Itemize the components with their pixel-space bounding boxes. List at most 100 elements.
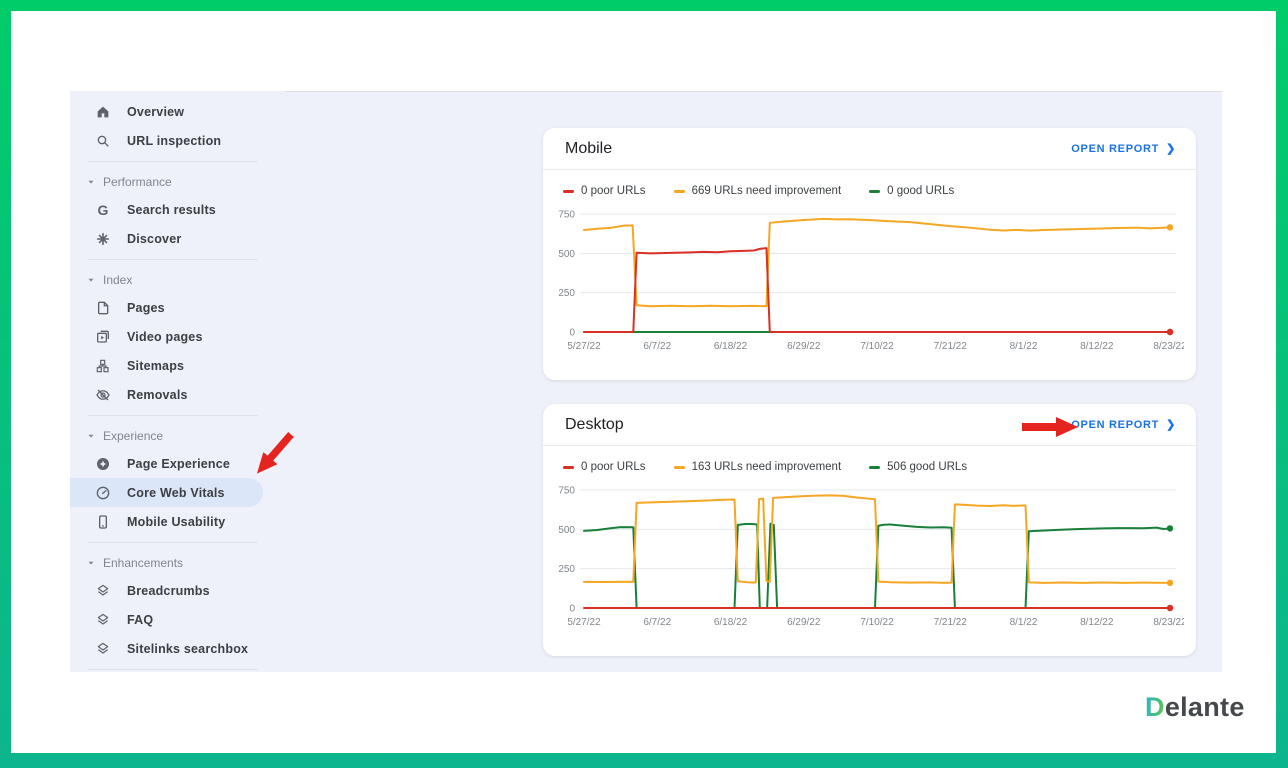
svg-text:8/23/22: 8/23/22 <box>1153 341 1184 352</box>
sitemaps-icon <box>95 358 111 374</box>
discover-icon <box>95 231 111 247</box>
removals-icon <box>95 387 111 403</box>
legend-item-0-poor-urls[interactable]: 0 poor URLs <box>563 185 646 197</box>
open-report-label: OPEN REPORT <box>1071 418 1160 431</box>
legend-label: 0 good URLs <box>887 185 955 197</box>
mobile-legend: 0 poor URLs 669 URLs need improvement 0 go… <box>563 183 1196 199</box>
svg-text:7/21/22: 7/21/22 <box>934 341 968 352</box>
sidebar-section-index[interactable]: Index <box>70 266 285 293</box>
chevron-down-icon <box>86 275 96 285</box>
sidebar-section-enhancements[interactable]: Enhancements <box>70 549 285 576</box>
sidebar-item-search-results[interactable]: G Search results <box>70 195 285 224</box>
desktop-legend: 0 poor URLs 163 URLs need improvement 506 … <box>563 459 1196 475</box>
delante-logo-d: D <box>1145 692 1165 722</box>
sidebar-section-label: Index <box>103 272 133 287</box>
chevron-down-icon <box>86 558 96 568</box>
sidebar-item-video-pages[interactable]: Video pages <box>70 322 285 351</box>
sidebar-item-sitemaps[interactable]: Sitemaps <box>70 351 285 380</box>
home-icon <box>95 104 111 120</box>
sidebar-item-label: Core Web Vitals <box>127 485 225 500</box>
legend-label: 0 poor URLs <box>581 185 646 197</box>
legend-item-506-good-urls[interactable]: 506 good URLs <box>869 461 967 473</box>
legend-item-0-poor-urls[interactable]: 0 poor URLs <box>563 461 646 473</box>
core-web-vitals-icon <box>95 485 111 501</box>
svg-text:250: 250 <box>558 288 575 299</box>
mobile-usability-icon <box>95 514 111 530</box>
chevron-down-icon <box>86 431 96 441</box>
svg-text:8/23/22: 8/23/22 <box>1153 617 1184 628</box>
delante-logo: Delante <box>1145 692 1245 723</box>
desktop-card-header: Desktop OPEN REPORT ❯ <box>543 404 1196 446</box>
enhancement-icon <box>95 583 111 599</box>
sidebar-item-mobile-usability[interactable]: Mobile Usability <box>70 507 285 536</box>
search-console-screenshot: Overview URL inspection Performance G Search… <box>70 91 1222 672</box>
legend-dash-icon <box>673 465 685 469</box>
sidebar-section-performance[interactable]: Performance <box>70 168 285 195</box>
sidebar-item-core-web-vitals[interactable]: Core Web Vitals <box>70 478 263 507</box>
svg-text:750: 750 <box>558 210 575 221</box>
sidebar-divider <box>70 155 285 168</box>
sidebar-item-overview[interactable]: Overview <box>70 97 285 126</box>
open-report-label: OPEN REPORT <box>1071 142 1160 155</box>
sidebar-item-removals[interactable]: Removals <box>70 380 285 409</box>
sidebar-section-label: Enhancements <box>103 555 184 570</box>
delante-logo-text: elante <box>1164 692 1245 722</box>
legend-label: 669 URLs need improvement <box>691 185 842 197</box>
svg-text:0: 0 <box>569 604 575 615</box>
chevron-right-icon: ❯ <box>1166 143 1176 155</box>
legend-dash-icon <box>869 189 881 193</box>
sidebar-section-label: Performance <box>103 174 172 189</box>
sidebar-item-breadcrumbs[interactable]: Breadcrumbs <box>70 576 285 605</box>
sidebar-item-label: Sitemaps <box>127 358 185 373</box>
svg-text:6/7/22: 6/7/22 <box>643 341 671 352</box>
legend-item-163-urls-need-improvement[interactable]: 163 URLs need improvement <box>673 461 841 473</box>
sidebar-section-experience[interactable]: Experience <box>70 422 285 449</box>
open-report-link-mobile[interactable]: OPEN REPORT ❯ <box>1071 142 1176 156</box>
svg-text:8/12/22: 8/12/22 <box>1080 341 1114 352</box>
svg-text:6/7/22: 6/7/22 <box>643 617 671 628</box>
svg-text:750: 750 <box>558 486 575 497</box>
sidebar-item-label: Removals <box>127 387 188 402</box>
legend-dash-icon <box>869 465 881 469</box>
sidebar-item-page-experience[interactable]: Page Experience <box>70 449 285 478</box>
svg-text:8/1/22: 8/1/22 <box>1010 617 1038 628</box>
annotation-arrow-open-report <box>1022 416 1078 438</box>
svg-text:5/27/22: 5/27/22 <box>567 617 601 628</box>
legend-dash-icon <box>563 189 574 193</box>
sidebar-item-label: Video pages <box>127 329 203 344</box>
legend-item-669-urls-need-improvement[interactable]: 669 URLs need improvement <box>673 185 842 197</box>
sidebar-divider <box>70 536 285 549</box>
svg-text:500: 500 <box>558 249 575 260</box>
legend-dash-icon <box>673 189 685 193</box>
mobile-card: Mobile OPEN REPORT ❯ 0 poor URLs 669 URLs… <box>543 128 1196 380</box>
svg-text:5/27/22: 5/27/22 <box>567 341 601 352</box>
sidebar-item-faq[interactable]: FAQ <box>70 605 285 634</box>
chevron-down-icon <box>86 177 96 187</box>
legend-item-0-good-urls[interactable]: 0 good URLs <box>869 185 954 197</box>
svg-text:250: 250 <box>558 564 575 575</box>
sidebar-item-pages[interactable]: Pages <box>70 293 285 322</box>
svg-text:6/29/22: 6/29/22 <box>787 617 821 628</box>
page-experience-icon <box>95 456 111 472</box>
page-background: Overview URL inspection Performance G Search… <box>11 11 1276 753</box>
sidebar-item-label: Breadcrumbs <box>127 583 210 598</box>
enhancement-icon <box>95 641 111 657</box>
sidebar-item-label: Mobile Usability <box>127 514 226 529</box>
chevron-right-icon: ❯ <box>1166 419 1176 431</box>
card-title-mobile: Mobile <box>565 139 613 157</box>
sidebar-item-discover[interactable]: Discover <box>70 224 285 253</box>
svg-text:7/10/22: 7/10/22 <box>860 617 894 628</box>
legend-label: 506 good URLs <box>887 461 968 473</box>
sidebar-divider <box>70 253 285 266</box>
svg-text:6/18/22: 6/18/22 <box>714 341 748 352</box>
sidebar-item-sitelinks-searchbox[interactable]: Sitelinks searchbox <box>70 634 285 663</box>
sidebar-item-url-inspection[interactable]: URL inspection <box>70 126 285 155</box>
pages-icon <box>95 300 111 316</box>
legend-label: 0 poor URLs <box>581 461 646 473</box>
svg-text:500: 500 <box>558 525 575 536</box>
open-report-link-desktop[interactable]: OPEN REPORT ❯ <box>1071 418 1176 432</box>
desktop-line-chart[interactable]: 0 250 500 750 5/27/22 6/7/22 6/18/22 6/29/22 7/1… <box>554 480 1184 632</box>
mobile-line-chart[interactable]: 0 250 500 750 5/27/22 6/7/22 6/18/22 6/29/22 7/1… <box>554 204 1184 356</box>
sidebar-item-label: FAQ <box>127 612 154 627</box>
